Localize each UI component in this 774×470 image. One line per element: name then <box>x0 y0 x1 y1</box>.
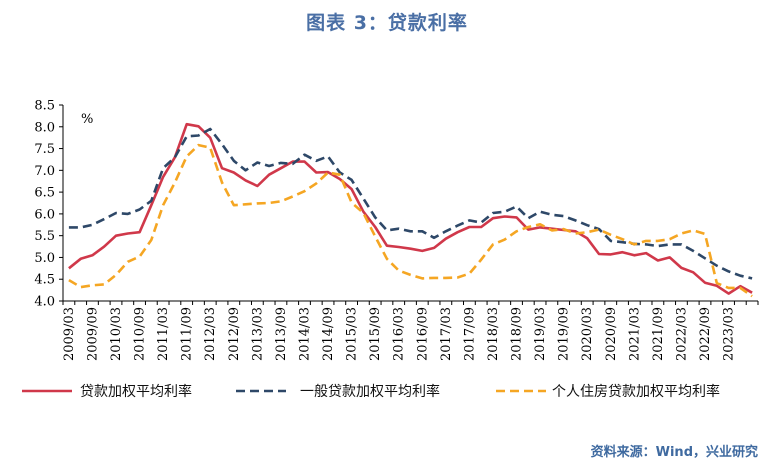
y-tick-label: 4.0 <box>34 295 55 310</box>
x-tick-label: 2022/09 <box>698 307 713 361</box>
series-line-2 <box>68 127 753 280</box>
legend: 贷款加权平均利率 一般贷款加权平均利率 个人住房贷款加权平均利率 <box>22 383 720 400</box>
y-tick-label: 5.5 <box>34 229 55 244</box>
x-tick-label: 2022/03 <box>674 307 689 361</box>
x-tick-label: 2023/03 <box>722 307 737 361</box>
x-tick-label: 2019/09 <box>557 307 572 361</box>
x-tick-label: 2017/03 <box>439 307 454 361</box>
x-tick-label: 2014/03 <box>297 307 312 361</box>
x-tick-label: 2015/09 <box>368 307 383 361</box>
legend-label-1: 贷款加权平均利率 <box>80 383 192 400</box>
x-tick-label: 2018/03 <box>486 307 501 361</box>
series-line-1 <box>68 122 753 295</box>
x-tick-label: 2017/09 <box>462 307 477 361</box>
x-tick-label: 2020/03 <box>580 307 595 361</box>
x-tick-label: 2013/03 <box>250 307 265 361</box>
x-tick-label: 2012/03 <box>203 307 218 361</box>
chart-title: 图表 3：贷款利率 <box>306 12 468 34</box>
y-tick-label: 8.5 <box>34 99 55 114</box>
x-tick-label: 2021/09 <box>651 307 666 361</box>
y-tick-label: 8.0 <box>34 120 55 135</box>
x-tick-label: 2021/03 <box>627 307 642 361</box>
y-unit-label: % <box>81 112 93 127</box>
x-tick-label: 2016/03 <box>392 307 407 361</box>
series-line-3 <box>68 143 753 298</box>
x-tick-label: 2018/09 <box>510 307 525 361</box>
legend-label-3: 个人住房贷款加权平均利率 <box>552 383 720 400</box>
x-tick-label: 2009/03 <box>62 307 77 361</box>
y-tick-label: 7.0 <box>34 164 55 179</box>
legend-label-2: 一般贷款加权平均利率 <box>300 383 440 400</box>
x-tick-label: 2011/09 <box>180 307 195 361</box>
x-tick-label: 2010/09 <box>133 307 148 361</box>
source-note: 资料来源：Wind，兴业研究 <box>590 445 758 460</box>
x-tick-label: 2013/09 <box>274 307 289 361</box>
series-group <box>68 122 753 298</box>
axes: 4.0 4.5 5.0 5.5 6.0 6.5 7.0 7.5 8.0 8.5% 2009/03 20… <box>34 99 759 361</box>
x-tick-label: 2010/03 <box>109 307 124 361</box>
y-tick-label: 7.5 <box>34 142 55 157</box>
x-tick-label: 2015/03 <box>345 307 360 361</box>
y-tick-label: 6.0 <box>34 207 55 222</box>
x-tick-label: 2014/09 <box>321 307 336 361</box>
x-tick-label: 2012/09 <box>227 307 242 361</box>
y-tick-label: 5.0 <box>34 251 55 266</box>
y-tick-label: 6.5 <box>34 186 55 201</box>
y-tick-label: 4.5 <box>34 273 55 288</box>
x-tick-label: 2020/09 <box>604 307 619 361</box>
x-tick-label: 2009/09 <box>85 307 100 361</box>
x-tick-label: 2011/03 <box>156 307 171 361</box>
x-tick-label: 2019/03 <box>533 307 548 361</box>
x-tick-label: 2016/09 <box>415 307 430 361</box>
